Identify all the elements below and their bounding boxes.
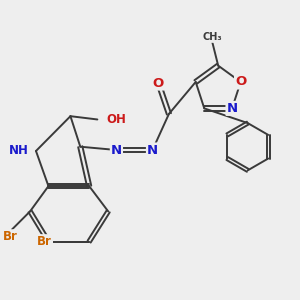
- Text: N: N: [226, 102, 238, 115]
- Text: N: N: [147, 143, 158, 157]
- Text: N: N: [111, 143, 122, 157]
- Text: O: O: [152, 76, 164, 89]
- Text: OH: OH: [106, 113, 126, 126]
- Text: NH: NH: [9, 145, 29, 158]
- Text: CH₃: CH₃: [202, 32, 222, 42]
- Text: O: O: [235, 76, 246, 88]
- Text: Br: Br: [3, 230, 18, 243]
- Text: Br: Br: [37, 235, 52, 248]
